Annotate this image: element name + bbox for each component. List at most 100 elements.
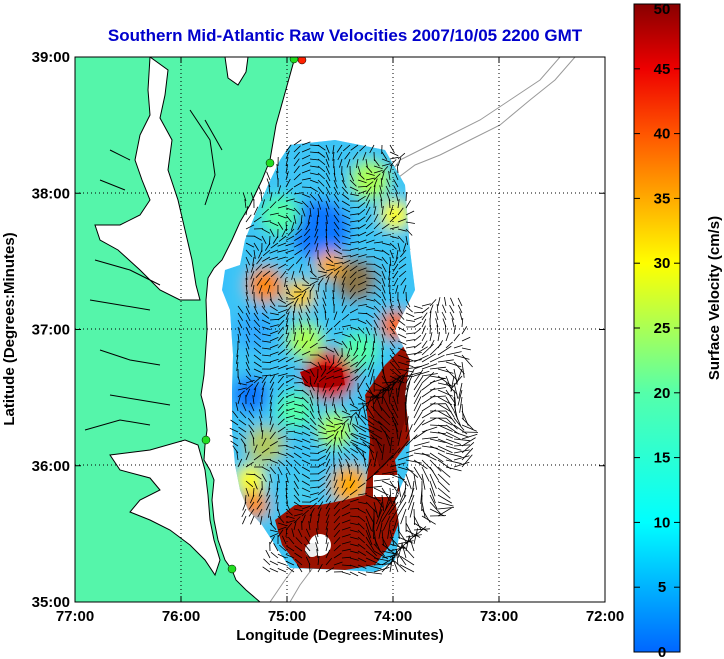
velocity-vector: [317, 403, 320, 413]
velocity-vector: [269, 568, 279, 573]
velocity-vector: [325, 417, 334, 425]
velocity-vector: [333, 270, 340, 279]
velocity-vector: [309, 396, 314, 406]
velocity-vector: [245, 347, 250, 357]
radar-station-marker: [265, 158, 275, 168]
velocity-vector: [381, 305, 387, 315]
velocity-vector: [461, 361, 465, 378]
velocity-vector: [389, 206, 394, 216]
velocity-vector: [445, 351, 462, 356]
velocity-vector: [333, 221, 340, 230]
velocity-vector: [395, 284, 399, 294]
velocity-vector: [301, 389, 310, 396]
velocity-vector: [301, 286, 310, 293]
velocity-vector: [350, 433, 359, 440]
velocity-vector: [357, 254, 367, 258]
velocity-vectors: [229, 139, 479, 577]
velocity-vector: [405, 424, 413, 440]
velocity-vector: [349, 213, 359, 216]
y-tick-label: 35:00: [32, 594, 70, 611]
velocity-vector: [358, 432, 375, 440]
velocity-vector: [279, 544, 287, 552]
velocity-vector: [381, 543, 395, 555]
velocity-vector: [349, 241, 359, 244]
velocity-vector: [381, 298, 387, 308]
velocity-vector: [405, 535, 410, 552]
colorbar-tick-label: 30: [654, 255, 671, 272]
velocity-vector: [336, 144, 343, 153]
velocity-vector: [301, 410, 310, 418]
velocity-vector: [277, 508, 281, 518]
colorbar-tick-label: 50: [654, 1, 671, 18]
velocity-vector: [365, 470, 379, 482]
velocity-vector: [461, 442, 475, 454]
velocity-vector: [281, 228, 287, 238]
velocity-vector: [293, 207, 301, 215]
velocity-vector: [229, 427, 239, 433]
velocity-vector: [258, 249, 263, 259]
velocity-vector: [373, 170, 383, 174]
velocity-vector: [349, 186, 359, 192]
velocity-vector: [402, 284, 407, 294]
velocity-vector: [261, 235, 267, 245]
velocity-vector: [381, 171, 385, 181]
velocity-vector: [380, 177, 383, 188]
velocity-vector: [390, 410, 399, 426]
velocity-vector: [293, 332, 296, 342]
velocity-vector: [391, 556, 399, 573]
velocity-vector: [393, 277, 399, 287]
radar-station-marker: [201, 435, 211, 445]
velocity-vector: [253, 375, 263, 379]
velocity-vector: [292, 310, 295, 321]
velocity-vector: [277, 298, 286, 304]
velocity-vector: [269, 221, 279, 227]
velocity-vector: [349, 179, 357, 187]
velocity-vector: [262, 256, 271, 262]
velocity-vector: [269, 441, 278, 447]
velocity-vector: [341, 361, 351, 367]
velocity-vector: [270, 551, 279, 559]
velocity-vector: [301, 193, 311, 198]
velocity-vector: [429, 473, 437, 489]
velocity-vector: [333, 214, 340, 223]
velocity-vector: [261, 298, 266, 308]
velocity-vector: [290, 221, 295, 231]
velocity-vector: [277, 341, 285, 349]
velocity-vector: [260, 192, 263, 202]
velocity-vector: [265, 501, 271, 511]
velocity-vector: [266, 487, 271, 497]
velocity-vector: [269, 212, 279, 216]
velocity-vector: [381, 501, 391, 517]
velocity-vector: [437, 359, 454, 363]
velocity-vector: [333, 430, 339, 440]
velocity-vector: [285, 235, 295, 241]
velocity-vector: [325, 439, 333, 447]
velocity-vector: [293, 424, 303, 428]
velocity-vector: [250, 515, 255, 525]
velocity-vector: [258, 284, 263, 294]
velocity-vector: [325, 542, 329, 552]
velocity-vector: [349, 550, 359, 554]
velocity-vector: [277, 194, 285, 202]
velocity-vector: [349, 284, 356, 293]
velocity-vector: [437, 473, 450, 486]
velocity-vector: [341, 305, 347, 314]
velocity-vector: [356, 340, 359, 350]
velocity-vector: [294, 545, 303, 552]
velocity-vector: [229, 434, 239, 440]
velocity-vector: [365, 494, 381, 502]
velocity-vector: [252, 395, 255, 405]
colorbar-tick-label: 40: [654, 126, 671, 143]
velocity-vector: [277, 568, 287, 573]
velocity-vector: [397, 542, 403, 559]
velocity-vector: [413, 342, 422, 349]
velocity-vector: [293, 214, 297, 224]
velocity-vector: [413, 528, 418, 545]
velocity-vector: [267, 284, 271, 294]
velocity-vector: [421, 452, 437, 461]
velocity-vector: [389, 226, 399, 230]
velocity-vector: [403, 545, 415, 559]
velocity-vector: [252, 256, 255, 266]
velocity-vector: [365, 298, 375, 302]
velocity-vector: [445, 382, 458, 395]
